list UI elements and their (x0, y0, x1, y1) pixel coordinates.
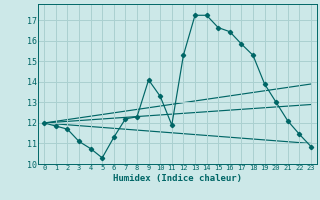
X-axis label: Humidex (Indice chaleur): Humidex (Indice chaleur) (113, 174, 242, 183)
